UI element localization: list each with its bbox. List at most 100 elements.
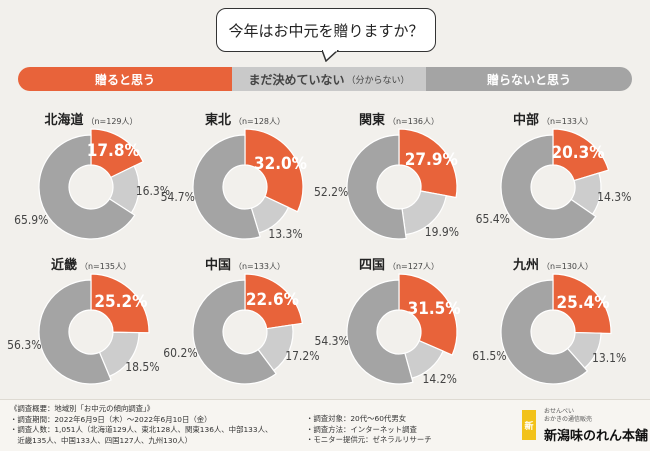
brand-tagline: おせんべい おかきの通信販売 xyxy=(544,408,592,424)
value-label-undecided: 13.1% xyxy=(592,351,627,366)
survey-target: ・調査対象：20代～60代男女 xyxy=(306,414,407,423)
region-sample-size: （n=136人） xyxy=(387,117,440,126)
brand-tagline-2: おかきの通信販売 xyxy=(544,416,593,423)
slice-give xyxy=(552,128,610,182)
slice-give xyxy=(90,128,144,179)
value-label-not-give: 54.7% xyxy=(160,190,195,204)
donut-chart xyxy=(192,273,304,385)
region-card: 九州 （n=130人） 25.4% 13.1% 61.5% xyxy=(472,248,627,388)
value-label-give: 31.5% xyxy=(407,298,461,319)
region-sample-size: （n=127人） xyxy=(387,262,440,271)
value-label-undecided: 14.3% xyxy=(597,189,632,204)
region-label: 中部 （n=133人） xyxy=(480,109,626,128)
region-sample-size: （n=129人） xyxy=(86,117,138,126)
chart-title: 今年はお中元を贈りますか？ xyxy=(228,21,424,40)
slice-give xyxy=(398,273,458,356)
region-sample-size: （n=135人） xyxy=(79,262,132,271)
slice-give xyxy=(90,273,150,334)
survey-notes-2: ・調査対象：20代～60代男女 ・調査方法：インターネット調査 ・モニター提供元… xyxy=(306,414,432,446)
slice-not-give xyxy=(346,279,414,385)
slice-not-give xyxy=(192,279,277,385)
value-label-give: 27.9% xyxy=(404,150,458,171)
value-label-not-give: 60.2% xyxy=(163,346,198,361)
slice-not-give xyxy=(192,134,261,240)
brand-mark-icon: 新 xyxy=(522,410,536,440)
region-label: 東北 （n=128人） xyxy=(172,109,318,128)
value-label-undecided: 16.3% xyxy=(135,183,171,198)
value-label-not-give: 56.3% xyxy=(7,338,42,353)
region-card: 北海道 （n=129人） 17.8% 16.3% 65.9% xyxy=(14,103,170,243)
legend-give: 贈ると思う xyxy=(18,67,232,91)
region-name: 東北 xyxy=(204,113,231,128)
value-label-not-give: 61.5% xyxy=(472,349,507,364)
survey-respondents: ・調査人数：1,051人（北海道129人、東北128人、関東136人、中部133… xyxy=(10,425,273,434)
donut-chart xyxy=(346,128,458,240)
region-label: 近畿 （n=135人） xyxy=(18,254,164,273)
value-label-undecided: 13.3% xyxy=(268,226,303,241)
region-label: 四国 （n=127人） xyxy=(326,254,472,273)
region-card: 東北 （n=128人） 32.0% 13.3% 54.7% xyxy=(161,103,318,243)
value-label-give: 25.2% xyxy=(94,292,148,313)
survey-period: ・調査期間：2022年6月9日（木）～2022年6月10日（金） xyxy=(10,414,212,424)
value-label-give: 25.4% xyxy=(556,292,610,313)
brand-logo: 新 おせんべい おかきの通信販売 新潟味のれん本舗 xyxy=(522,408,648,446)
value-label-not-give: 52.2% xyxy=(314,184,349,199)
legend-undecided: まだ決めていない （分からない） xyxy=(232,67,426,91)
value-label-undecided: 19.9% xyxy=(424,224,460,239)
value-label-undecided: 18.5% xyxy=(125,359,160,374)
region-name: 北海道 xyxy=(44,113,84,128)
region-card: 関東 （n=136人） 27.9% 19.9% 52.2% xyxy=(314,103,472,243)
survey-respondents-cont: 近畿135人、中国133人、四国127人、九州130人） xyxy=(10,435,193,445)
value-label-give: 17.8% xyxy=(86,141,140,162)
donut-chart xyxy=(500,273,612,385)
region-sample-size: （n=128人） xyxy=(233,117,286,126)
value-label-not-give: 54.3% xyxy=(314,334,349,349)
legend-undecided-label: まだ決めていない xyxy=(248,72,345,87)
region-name: 四国 xyxy=(358,258,385,273)
slice-give xyxy=(244,273,304,330)
donut-chart xyxy=(38,128,144,240)
legend-undecided-sub: （分からない） xyxy=(346,75,410,86)
value-label-undecided: 17.2% xyxy=(285,348,320,363)
slice-not-give xyxy=(38,134,136,240)
donut-chart xyxy=(346,273,458,385)
region-label: 関東 （n=136人） xyxy=(326,109,472,128)
region-label: 北海道 （n=129人） xyxy=(18,109,164,128)
region-sample-size: （n=133人） xyxy=(233,262,286,271)
region-card: 四国 （n=127人） 31.5% 14.2% 54.3% xyxy=(314,248,472,388)
slice-give xyxy=(398,128,458,199)
legend-not-give: 贈らないと思う xyxy=(426,67,632,91)
value-label-not-give: 65.4% xyxy=(475,211,510,226)
region-sample-size: （n=133人） xyxy=(541,117,594,126)
region-card: 近畿 （n=135人） 25.2% 18.5% 56.3% xyxy=(7,248,164,388)
brand-name: 新潟味のれん本舗 xyxy=(544,429,649,444)
survey-provider: ・モニター提供元：ゼネラルリサーチ xyxy=(306,435,432,444)
region-label: 中国 （n=133人） xyxy=(172,254,318,273)
region-card: 中国 （n=133人） 22.6% 17.2% 60.2% xyxy=(163,248,320,388)
bubble-tail xyxy=(322,50,340,62)
donut-chart xyxy=(38,273,150,385)
value-label-give: 22.6% xyxy=(245,290,299,311)
donut-chart xyxy=(192,128,304,240)
slice-give xyxy=(244,128,304,213)
value-label-undecided: 14.2% xyxy=(422,371,457,386)
region-card: 中部 （n=133人） 20.3% 14.3% 65.4% xyxy=(476,103,631,243)
value-label-give: 20.3% xyxy=(551,143,605,164)
region-name: 中国 xyxy=(204,258,231,273)
region-name: 近畿 xyxy=(50,258,77,273)
legend-not-give-label: 贈らないと思う xyxy=(486,72,571,87)
brand-tagline-1: おせんべい xyxy=(544,408,575,415)
slice-not-give xyxy=(500,279,589,385)
footer: 《調査概要：地域別「お中元の傾向調査」》 ・調査期間：2022年6月9日（木）～… xyxy=(0,399,650,451)
slice-give xyxy=(552,273,612,335)
region-label: 九州 （n=130人） xyxy=(480,254,626,273)
region-name: 関東 xyxy=(358,113,385,128)
question-bubble: 今年はお中元を贈りますか？ xyxy=(216,8,436,52)
donut-chart xyxy=(500,128,610,240)
survey-notes: 《調査概要：地域別「お中元の傾向調査」》 ・調査期間：2022年6月9日（木）～… xyxy=(10,404,272,446)
value-label-not-give: 65.9% xyxy=(14,212,49,227)
slice-not-give xyxy=(38,279,112,385)
region-name: 中部 xyxy=(512,113,539,128)
legend-give-label: 贈ると思う xyxy=(94,72,155,87)
slice-not-give xyxy=(500,134,597,240)
